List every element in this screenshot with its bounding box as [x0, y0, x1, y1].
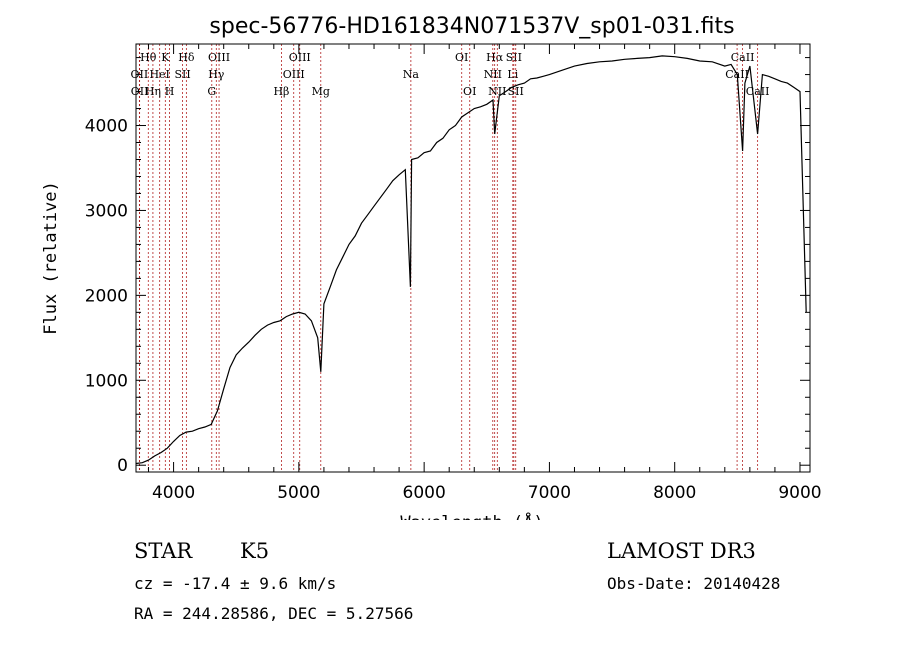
marker-label-14: OIII	[289, 51, 311, 64]
marker-label-3: K	[161, 51, 170, 64]
marker-label-0: Hθ	[140, 51, 157, 64]
x-tick-label-3: 7000	[528, 483, 571, 503]
marker-label-18: OI	[463, 85, 476, 98]
marker-label-4: HeI	[149, 68, 169, 81]
observation-date: Obs-Date: 20140428	[607, 574, 781, 593]
object-class: STAR	[134, 539, 193, 563]
spectrum-line	[135, 55, 807, 465]
x-tick-label-5: 9000	[778, 483, 821, 503]
marker-label-23: Li	[507, 68, 518, 81]
redshift-value: cz = -17.4 ± 9.6 km/s	[134, 574, 337, 593]
line-markers: HθOIIOIIKHeIHηHδSIIHOIIIHγGHβOIIIOIIIMgN…	[131, 44, 770, 472]
marker-label-11: G	[207, 85, 216, 98]
marker-label-25: CaII	[731, 51, 755, 64]
plot-frame	[135, 43, 811, 473]
chart-title: spec-56776-HD161834N071537V_sp01-031.fit…	[209, 14, 734, 39]
y-tick-label-3: 3000	[85, 201, 128, 221]
marker-label-13: OIII	[283, 68, 305, 81]
x-tick-label-2: 6000	[403, 483, 446, 503]
object-subclass: K5	[240, 539, 270, 563]
y-axis: 0 1000 2000 3000 4000	[85, 57, 810, 476]
y-tick-label-2: 2000	[85, 286, 128, 306]
marker-label-5: Hη	[145, 85, 161, 98]
x-axis: 4000 5000 6000 7000 8000 9000	[148, 44, 822, 503]
marker-label-15: Mg	[312, 85, 330, 98]
marker-label-24: SII	[508, 85, 524, 98]
spectrum-chart: spec-56776-HD161834N071537V_sp01-031.fit…	[41, 14, 822, 520]
marker-label-6: Hδ	[178, 51, 195, 64]
marker-label-8: H	[165, 85, 175, 98]
marker-label-12: Hβ	[273, 85, 289, 98]
y-tick-label-4: 4000	[85, 117, 128, 137]
y-tick-label-1: 1000	[85, 371, 128, 391]
marker-label-21: NII	[488, 85, 506, 98]
x-axis-label: Wavelength (Å)	[400, 511, 543, 520]
x-tick-label-0: 4000	[152, 483, 195, 503]
coordinates: RA = 244.28586, DEC = 5.27566	[134, 604, 414, 623]
survey-name: LAMOST DR3	[607, 539, 756, 563]
marker-label-22: SII	[506, 51, 522, 64]
marker-label-20: NII	[484, 68, 502, 81]
marker-label-19: Hα	[486, 51, 504, 64]
marker-label-17: OI	[455, 51, 468, 64]
marker-label-16: Na	[403, 68, 420, 81]
marker-label-7: SII	[174, 68, 190, 81]
y-axis-label: Flux (relative)	[41, 181, 61, 335]
y-tick-label-0: 0	[117, 456, 128, 476]
x-tick-label-4: 8000	[653, 483, 696, 503]
marker-label-10: Hγ	[208, 68, 225, 81]
x-tick-label-1: 5000	[277, 483, 320, 503]
marker-label-9: OIII	[208, 51, 230, 64]
marker-label-27: CaII	[746, 85, 770, 98]
